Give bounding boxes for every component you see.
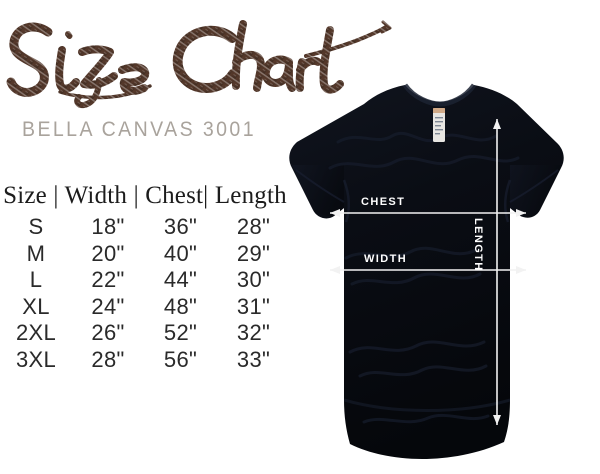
cell-length: 32" [236, 320, 271, 346]
shirt-body [289, 83, 564, 459]
cell-width: 22" [91, 267, 125, 293]
cell-width: 28" [91, 346, 125, 372]
width-measure-label: WIDTH [364, 253, 408, 265]
cell-size: 2XL [15, 320, 57, 346]
cell-length: 29" [236, 240, 271, 266]
cell-size: XL [22, 293, 50, 319]
cell-chest: 48" [163, 293, 198, 319]
cell-width: 26" [91, 320, 125, 346]
table-row: M 20" 40" 29" [0, 241, 290, 268]
cell-size: S [28, 214, 44, 240]
table-row: 2XL 26" 52" 32" [0, 320, 290, 347]
cell-size: L [29, 267, 43, 293]
title-block: BELLA CANVAS 3001 [0, 0, 400, 141]
size-table: Size | Width | Chest| Length S 18" 36" 2… [0, 182, 290, 373]
table-row: L 22" 44" 30" [0, 267, 290, 294]
length-measure-label: LENGTH [472, 218, 484, 272]
table-row: 3XL 28" 56" 33" [0, 347, 290, 374]
cell-chest: 56" [163, 346, 198, 372]
chest-measure-arrow [330, 209, 526, 217]
cell-size: M [26, 240, 46, 266]
cell-size: 3XL [15, 346, 57, 372]
length-measure-arrow [493, 119, 501, 425]
cell-width: 18" [91, 214, 125, 240]
cell-length: 30" [236, 267, 271, 293]
size-chart-title-script [6, 20, 392, 109]
cell-length: 33" [236, 346, 271, 372]
cell-chest: 40" [163, 240, 198, 266]
cell-length: 28" [236, 214, 271, 240]
table-row: S 18" 36" 28" [0, 214, 290, 241]
cell-chest: 52" [163, 320, 198, 346]
subtitle-bella-canvas: BELLA CANVAS 3001 [22, 118, 256, 141]
cell-length: 31" [236, 293, 271, 319]
cell-width: 24" [91, 293, 125, 319]
cell-chest: 44" [163, 267, 198, 293]
tshirt-graphic [289, 83, 564, 459]
cell-chest: 36" [163, 214, 198, 240]
garment-illustration: CHEST WIDTH LENGTH [272, 70, 600, 474]
cell-width: 20" [91, 240, 125, 266]
table-row: XL 24" 48" 31" [0, 294, 290, 321]
table-header: Size | Width | Chest| Length [3, 182, 287, 209]
chest-measure-label: CHEST [361, 196, 406, 208]
table-body: S 18" 36" 28" M 20" 40" 29" L 22" 44" 30… [0, 214, 290, 373]
width-measure-arrow [330, 266, 526, 274]
neck-tag-icon [433, 108, 445, 142]
